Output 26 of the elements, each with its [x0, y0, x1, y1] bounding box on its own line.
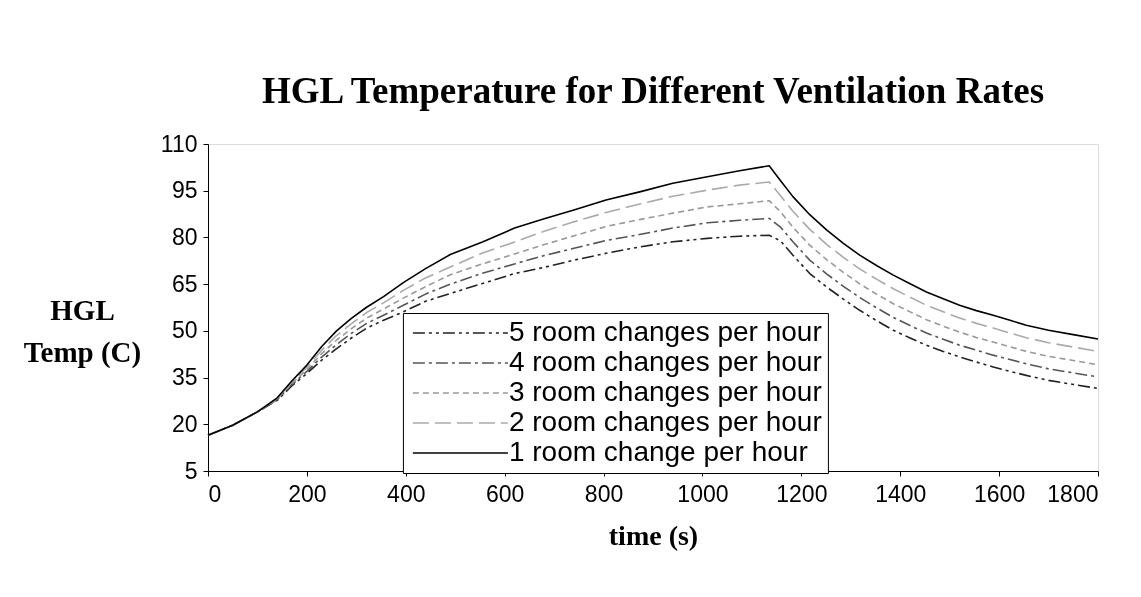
legend-label: 3 room changes per hour [508, 376, 822, 407]
y-tick-label: 110 [160, 130, 198, 157]
legend-label: 4 room changes per hour [508, 346, 822, 377]
x-tick-label: 200 [288, 480, 327, 507]
y-tick-label: 80 [171, 223, 198, 250]
y-tick-label: 35 [171, 364, 198, 391]
x-tick-label: 600 [485, 480, 525, 507]
x-tick-label: 1600 [974, 480, 1026, 507]
y-tick-label: 50 [171, 317, 198, 344]
y-axis-title: HGL Temp (C) [23, 293, 142, 369]
x-tick-label: 1000 [677, 480, 729, 507]
chart-title: HGL Temperature for Different Ventilation Rates [261, 70, 1045, 111]
x-tick-label: 1400 [875, 480, 927, 507]
y-tick-label: 5 [184, 457, 198, 484]
x-tick-label: 1800 [1047, 480, 1099, 507]
y-tick-label: 20 [171, 410, 198, 437]
y-tick-label: 65 [171, 270, 198, 297]
x-tick-label: 1200 [776, 480, 828, 507]
x-axis-title: time (s) [608, 519, 699, 551]
x-tick-label: 400 [387, 480, 426, 507]
x-tick-label: 800 [584, 480, 624, 507]
legend-label: 2 room changes per hour [508, 406, 822, 437]
legend-label: 1 room change per hour [508, 436, 808, 467]
x-tick-label: 0 [208, 480, 222, 507]
y-tick-label: 95 [171, 177, 198, 204]
legend-label: 5 room changes per hour [508, 316, 822, 347]
